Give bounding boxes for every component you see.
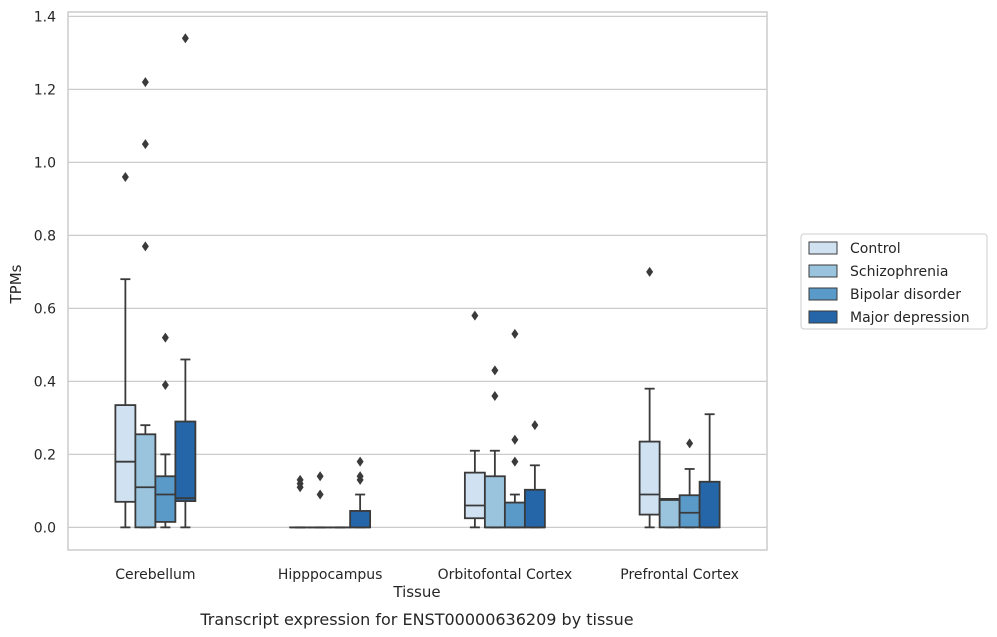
x-tick-label: Hipppocampus (278, 567, 383, 583)
legend-items: Control Schizophrenia Bipolar disorder Majo… (808, 241, 970, 326)
outlier-point (296, 474, 304, 485)
legend-entry: Bipolar disorder (850, 287, 961, 303)
box-plot (134, 77, 157, 529)
outlier-point (646, 266, 654, 277)
outlier-point (161, 380, 169, 391)
outlier-point (181, 33, 189, 44)
box (638, 440, 661, 516)
box-plot (698, 413, 721, 529)
outlier-point (686, 438, 694, 449)
box-plot (658, 498, 681, 529)
outlier-point (161, 332, 169, 343)
box-plot (349, 456, 372, 529)
box-plot (503, 328, 526, 529)
outlier-point (141, 139, 149, 150)
y-tick-label: 0.2 (34, 447, 56, 463)
box-plot (114, 171, 137, 529)
legend-swatch (808, 241, 838, 255)
legend: Control Schizophrenia Bipolar disorder Majo… (800, 233, 988, 330)
x-tick-label: Orbitofontal Cortex (438, 567, 573, 583)
box (523, 488, 546, 529)
box-plot (483, 365, 506, 529)
box-plot (523, 420, 546, 529)
y-tick-labels: 0.0 0.2 0.4 0.6 0.8 1.0 1.2 1.4 (34, 9, 56, 536)
box-plot (638, 266, 661, 529)
outlier-point (511, 434, 519, 445)
box-plot (174, 33, 197, 529)
box-plot (309, 471, 332, 529)
outlier-point (491, 365, 499, 376)
box (463, 471, 486, 520)
legend-swatch (808, 287, 838, 301)
outlier-point (141, 77, 149, 88)
outlier-point (491, 390, 499, 401)
box-plot (678, 438, 701, 529)
box (678, 494, 701, 529)
box (174, 420, 197, 502)
y-tick-label: 1.4 (34, 9, 56, 25)
outlier-point (531, 420, 539, 431)
y-tick-label: 1.0 (34, 155, 56, 171)
box-plot (154, 332, 177, 529)
y-tick-label: 0.4 (34, 374, 56, 390)
y-tick-label: 1.2 (34, 82, 56, 98)
box (503, 501, 526, 529)
outlier-point (316, 471, 324, 482)
legend-swatch (808, 264, 838, 278)
outlier-point (511, 456, 519, 467)
outlier-point (471, 310, 479, 321)
x-tick-label: Prefrontal Cortex (620, 567, 739, 583)
legend-entry: Schizophrenia (850, 264, 948, 280)
x-axis-label: Tissue (392, 583, 440, 601)
box (698, 480, 721, 529)
legend-entry: Major depression (850, 310, 970, 326)
outlier-point (316, 489, 324, 500)
legend-swatch (808, 310, 838, 324)
y-axis-label: TPMs (7, 264, 25, 304)
box (154, 475, 177, 523)
box (134, 433, 157, 529)
outlier-point (511, 328, 519, 339)
y-tick-label: 0.0 (34, 520, 56, 536)
legend-frame (800, 233, 988, 330)
plot-frame (67, 11, 768, 551)
outlier-point (141, 241, 149, 252)
box (349, 510, 372, 529)
legend-entry: Control (850, 241, 901, 257)
x-tick-label: Cerebellum (115, 567, 195, 583)
outlier-point (356, 471, 364, 482)
y-tick-label: 0.8 (34, 228, 56, 244)
box (658, 498, 681, 529)
box (483, 475, 506, 529)
chart-caption: Transcript expression for ENST0000063620… (199, 610, 633, 629)
grid-lines (68, 15, 767, 528)
box-plot (463, 310, 486, 529)
box-plot (289, 474, 312, 529)
box-plots (114, 33, 721, 529)
outlier-point (121, 171, 129, 182)
box (114, 404, 137, 503)
y-tick-label: 0.6 (34, 301, 56, 317)
x-tick-labels: Cerebellum Hipppocampus Orbitofontal Corte… (115, 567, 739, 583)
outlier-point (356, 456, 364, 467)
